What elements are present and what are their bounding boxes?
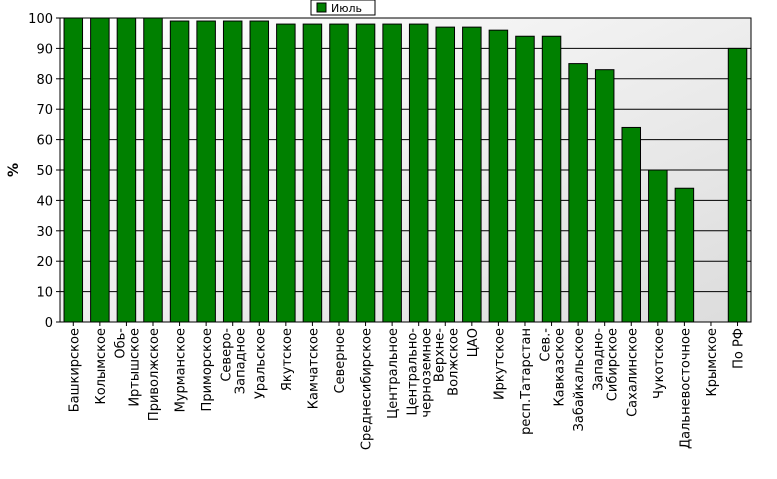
x-tick-label: Крымское [705, 328, 720, 397]
bar [276, 23, 296, 323]
bar [568, 63, 588, 323]
x-tick-label: Якутское [280, 328, 295, 391]
bar [302, 23, 323, 323]
bar [408, 23, 429, 323]
x-tick-label: Башкирское [67, 328, 82, 412]
bar [648, 169, 668, 323]
bar [621, 126, 642, 323]
x-tick-label: Северное [333, 328, 348, 393]
y-tick-label: 40 [36, 194, 53, 209]
bar [90, 17, 110, 323]
legend: Июль [310, 0, 376, 16]
y-tick-label: 50 [36, 164, 53, 179]
x-tick-label: Иркутское [492, 328, 507, 400]
bar [116, 17, 137, 323]
x-tick-label: Дальневосточное [678, 328, 693, 449]
legend-box [310, 0, 376, 16]
x-tick-label: Уральское [253, 328, 268, 399]
x-tick-label: Обь-Иртышское [113, 328, 142, 407]
y-tick-label: 100 [28, 12, 53, 27]
bar [169, 20, 190, 323]
bar [222, 20, 243, 323]
bar [462, 26, 482, 323]
x-tick-label: Забайкальское [572, 328, 587, 431]
legend-label: Июль [331, 2, 362, 15]
bar [196, 20, 216, 323]
x-tick-label: Приволжское [147, 328, 162, 421]
x-tick-label: Центральное [386, 328, 401, 419]
y-tick-label: 80 [36, 73, 53, 88]
bar [249, 20, 270, 323]
x-tick-label: респ.Татарстан [519, 328, 534, 435]
y-tick-label: 0 [45, 316, 53, 331]
y-tick-label: 90 [36, 42, 53, 57]
x-axis: Башкирское Колымское Обь-Иртышское Приволжс… [67, 322, 747, 450]
bar [329, 23, 349, 323]
bar [515, 35, 535, 323]
bar [63, 17, 84, 323]
x-tick-label: Сев.-Кавказское [539, 328, 568, 407]
x-tick-label: Камчатское [306, 328, 321, 409]
x-tick-label: Северо-Западное [220, 328, 249, 395]
y-tick-label: 70 [36, 103, 53, 118]
x-tick-label: Чукотское [652, 328, 667, 399]
bars [63, 17, 748, 323]
bar [382, 23, 402, 323]
x-tick-label: Мурманское [174, 328, 189, 412]
bar [541, 35, 562, 323]
y-tick-label: 60 [36, 134, 53, 149]
bar [435, 26, 456, 323]
y-axis: 0 10 20 30 40 50 60 70 80 90 100 [28, 12, 60, 331]
y-axis-label: % [6, 163, 22, 177]
x-tick-label: ЦАО [466, 328, 481, 357]
bar [488, 29, 509, 323]
x-tick-label: Верхне-Волжское [432, 328, 461, 396]
legend-swatch [316, 2, 327, 13]
x-tick-label: По РФ [732, 328, 747, 369]
x-tick-label: Сахалинское [625, 328, 640, 417]
bar [355, 23, 376, 323]
x-tick-label: Приморское [200, 328, 215, 411]
y-tick-label: 10 [36, 286, 53, 301]
bar [594, 69, 615, 323]
bar [674, 187, 695, 323]
y-tick-label: 30 [36, 225, 53, 240]
x-tick-label: Центрально-черноземное [406, 328, 435, 418]
y-tick-label: 20 [36, 255, 53, 270]
x-tick-label: Колымское [94, 328, 109, 405]
x-tick-label: Среднесибирское [360, 328, 375, 450]
x-tick-label: Западно-Сибирское [592, 328, 621, 402]
bar [143, 17, 163, 323]
bar [727, 47, 748, 323]
